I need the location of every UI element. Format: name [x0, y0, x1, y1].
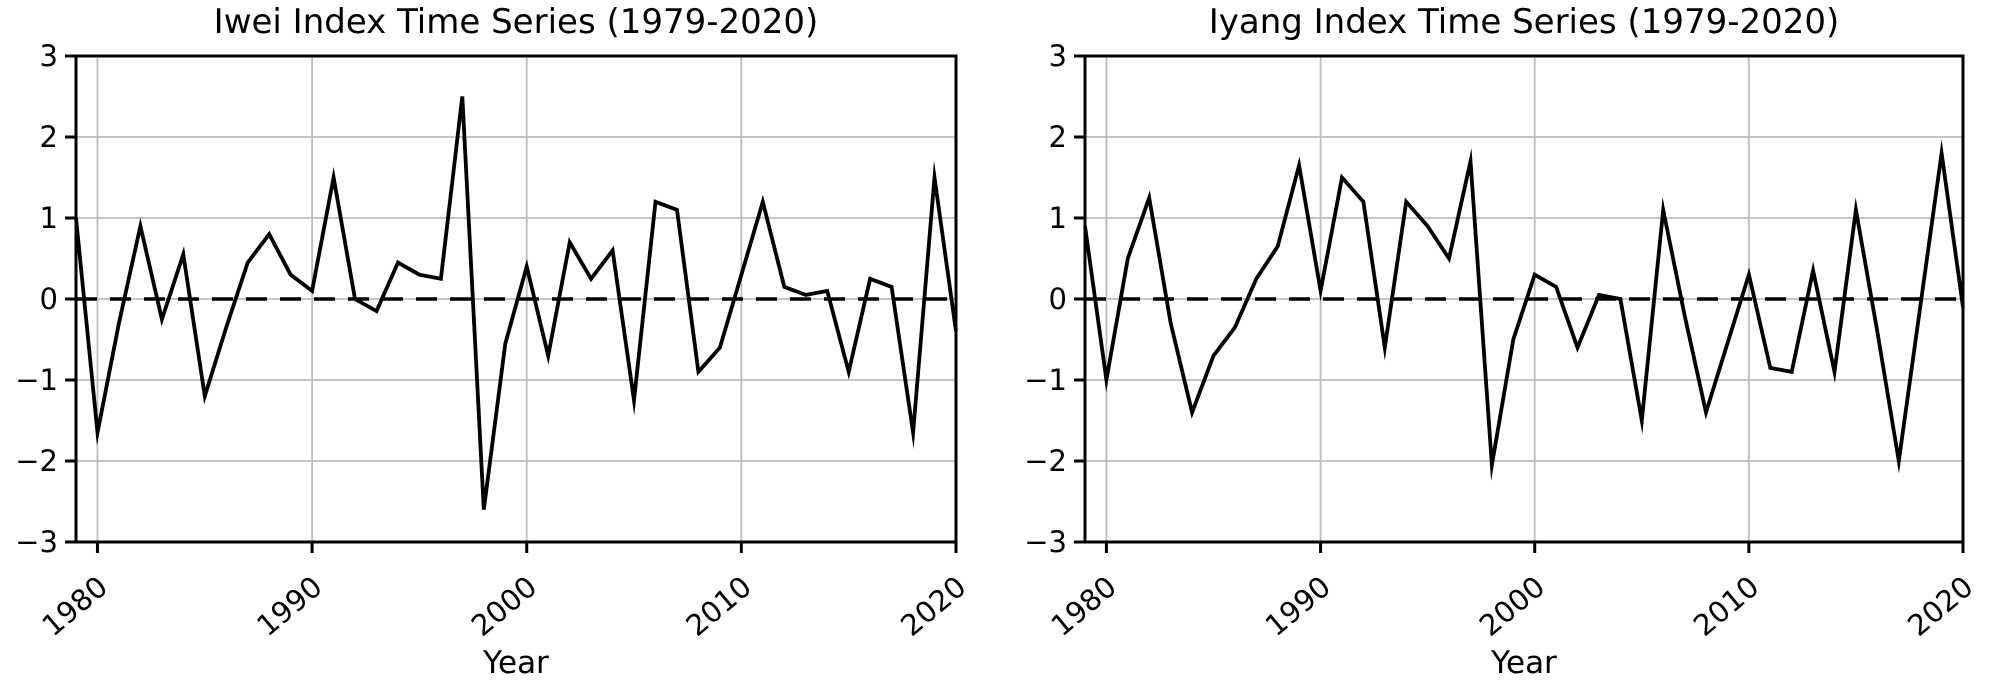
iyang-xaxis-label: Year — [1491, 645, 1557, 681]
y-tick-label: −3 — [15, 525, 58, 559]
x-tick-label: 2000 — [1473, 569, 1551, 642]
x-tick-label: 1980 — [36, 569, 114, 642]
iyang-chart-title: Iyang Index Time Series (1979-2020) — [1208, 2, 1840, 42]
y-tick-label: −3 — [1024, 525, 1067, 559]
data-line — [1083, 139, 1965, 481]
x-tick-label: 2020 — [894, 569, 972, 642]
x-tick-label: 1990 — [1259, 569, 1337, 642]
iwei-plot-canvas: 1980 1990 2000 2010 2020 3 2 1 0 −1 −2 −3 — [15, 39, 972, 643]
x-tick-label: 2010 — [679, 569, 757, 642]
x-tick-label: 2010 — [1687, 569, 1765, 642]
y-tick-label: −2 — [1024, 444, 1067, 478]
iwei-xaxis-label: Year — [483, 645, 549, 681]
y-tick-label: 0 — [1049, 282, 1067, 316]
y-tick-label: 1 — [1049, 201, 1067, 235]
x-tick-label: 2020 — [1901, 569, 1979, 642]
iwei-chart-panel: Iwei Index Time Series (1979-2020) 1980 1… — [15, 2, 972, 681]
iyang-plot-canvas: 1980 1990 2000 2010 2020 3 2 1 0 −1 −2 −3 — [1024, 39, 1979, 643]
iwei-chart-title: Iwei Index Time Series (1979-2020) — [213, 2, 819, 42]
y-tick-label: −1 — [15, 363, 58, 397]
y-tick-label: 3 — [40, 39, 58, 73]
iyang-chart-panel: Iyang Index Time Series (1979-2020) 1980… — [1000, 0, 2000, 697]
x-tick-label: 2000 — [465, 569, 543, 642]
y-tick-label: 1 — [40, 201, 58, 235]
y-tick-label: 3 — [1049, 39, 1067, 73]
x-tick-label: 1980 — [1045, 569, 1123, 642]
y-tick-label: 2 — [1049, 120, 1067, 154]
y-tick-label: 2 — [40, 120, 58, 154]
y-tick-label: −2 — [15, 444, 58, 478]
x-tick-label: 1990 — [250, 569, 328, 642]
y-tick-label: 0 — [40, 282, 58, 316]
y-tick-label: −1 — [1024, 363, 1067, 397]
data-line — [74, 96, 958, 510]
